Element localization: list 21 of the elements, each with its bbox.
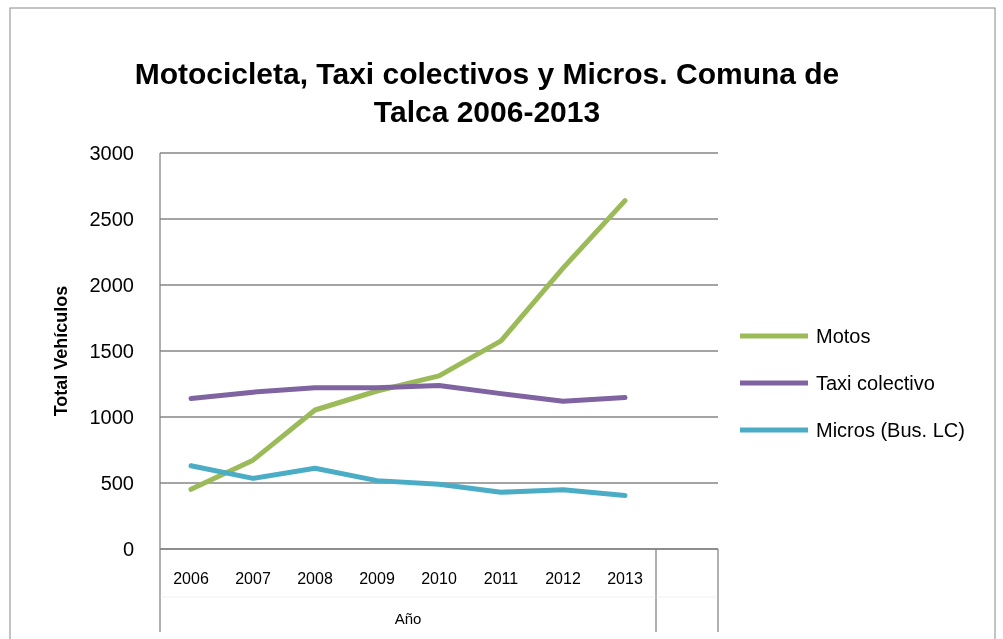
x-axis-title: Año	[394, 610, 422, 627]
y-axis-title: Total Vehículos	[51, 285, 71, 417]
y-tick-label: 2500	[89, 208, 134, 230]
y-tick-label: 2000	[89, 274, 134, 296]
x-tick-label: 2007	[235, 570, 271, 587]
x-tick-label: 2006	[173, 570, 209, 587]
x-tick-label: 2012	[545, 570, 581, 587]
legend-label: Micros (Bus. LC)	[816, 419, 965, 441]
x-tick-label: 2011	[483, 570, 519, 587]
x-tick-label: 2009	[359, 570, 395, 587]
y-tick-label: 500	[100, 472, 134, 494]
y-tick-label: 1000	[89, 406, 134, 428]
y-tick-label: 1500	[89, 340, 134, 362]
y-tick-label: 0	[122, 538, 134, 560]
x-tick-label: 2008	[297, 570, 333, 587]
y-tick-label: 3000	[89, 142, 134, 164]
x-tick-label: 2013	[607, 570, 643, 587]
x-tick-label: 2010	[421, 570, 457, 587]
chart-title: Motocicleta, Taxi colectivos y Micros. Comuna de Talca 2006-2013	[134, 57, 840, 128]
legend-label: Motos	[816, 325, 871, 347]
legend-label: Taxi colectivo	[816, 372, 935, 394]
